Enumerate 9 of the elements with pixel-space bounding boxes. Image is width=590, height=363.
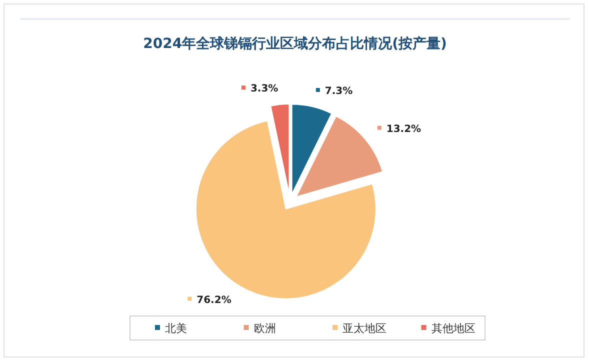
data-label: 3.3%: [250, 84, 278, 95]
data-label: 76.2%: [196, 294, 232, 306]
legend-label: 其他地区: [431, 322, 476, 335]
legend-label: 北美: [165, 322, 187, 335]
chart-title: 2024年全球锑镉行业区域分布占比情况(按产量): [143, 35, 447, 52]
data-label: 13.2%: [386, 124, 422, 135]
legend-label: 亚太地区: [342, 322, 386, 335]
data-label: 7.3%: [324, 86, 353, 97]
legend-label: 欧洲: [254, 322, 276, 335]
